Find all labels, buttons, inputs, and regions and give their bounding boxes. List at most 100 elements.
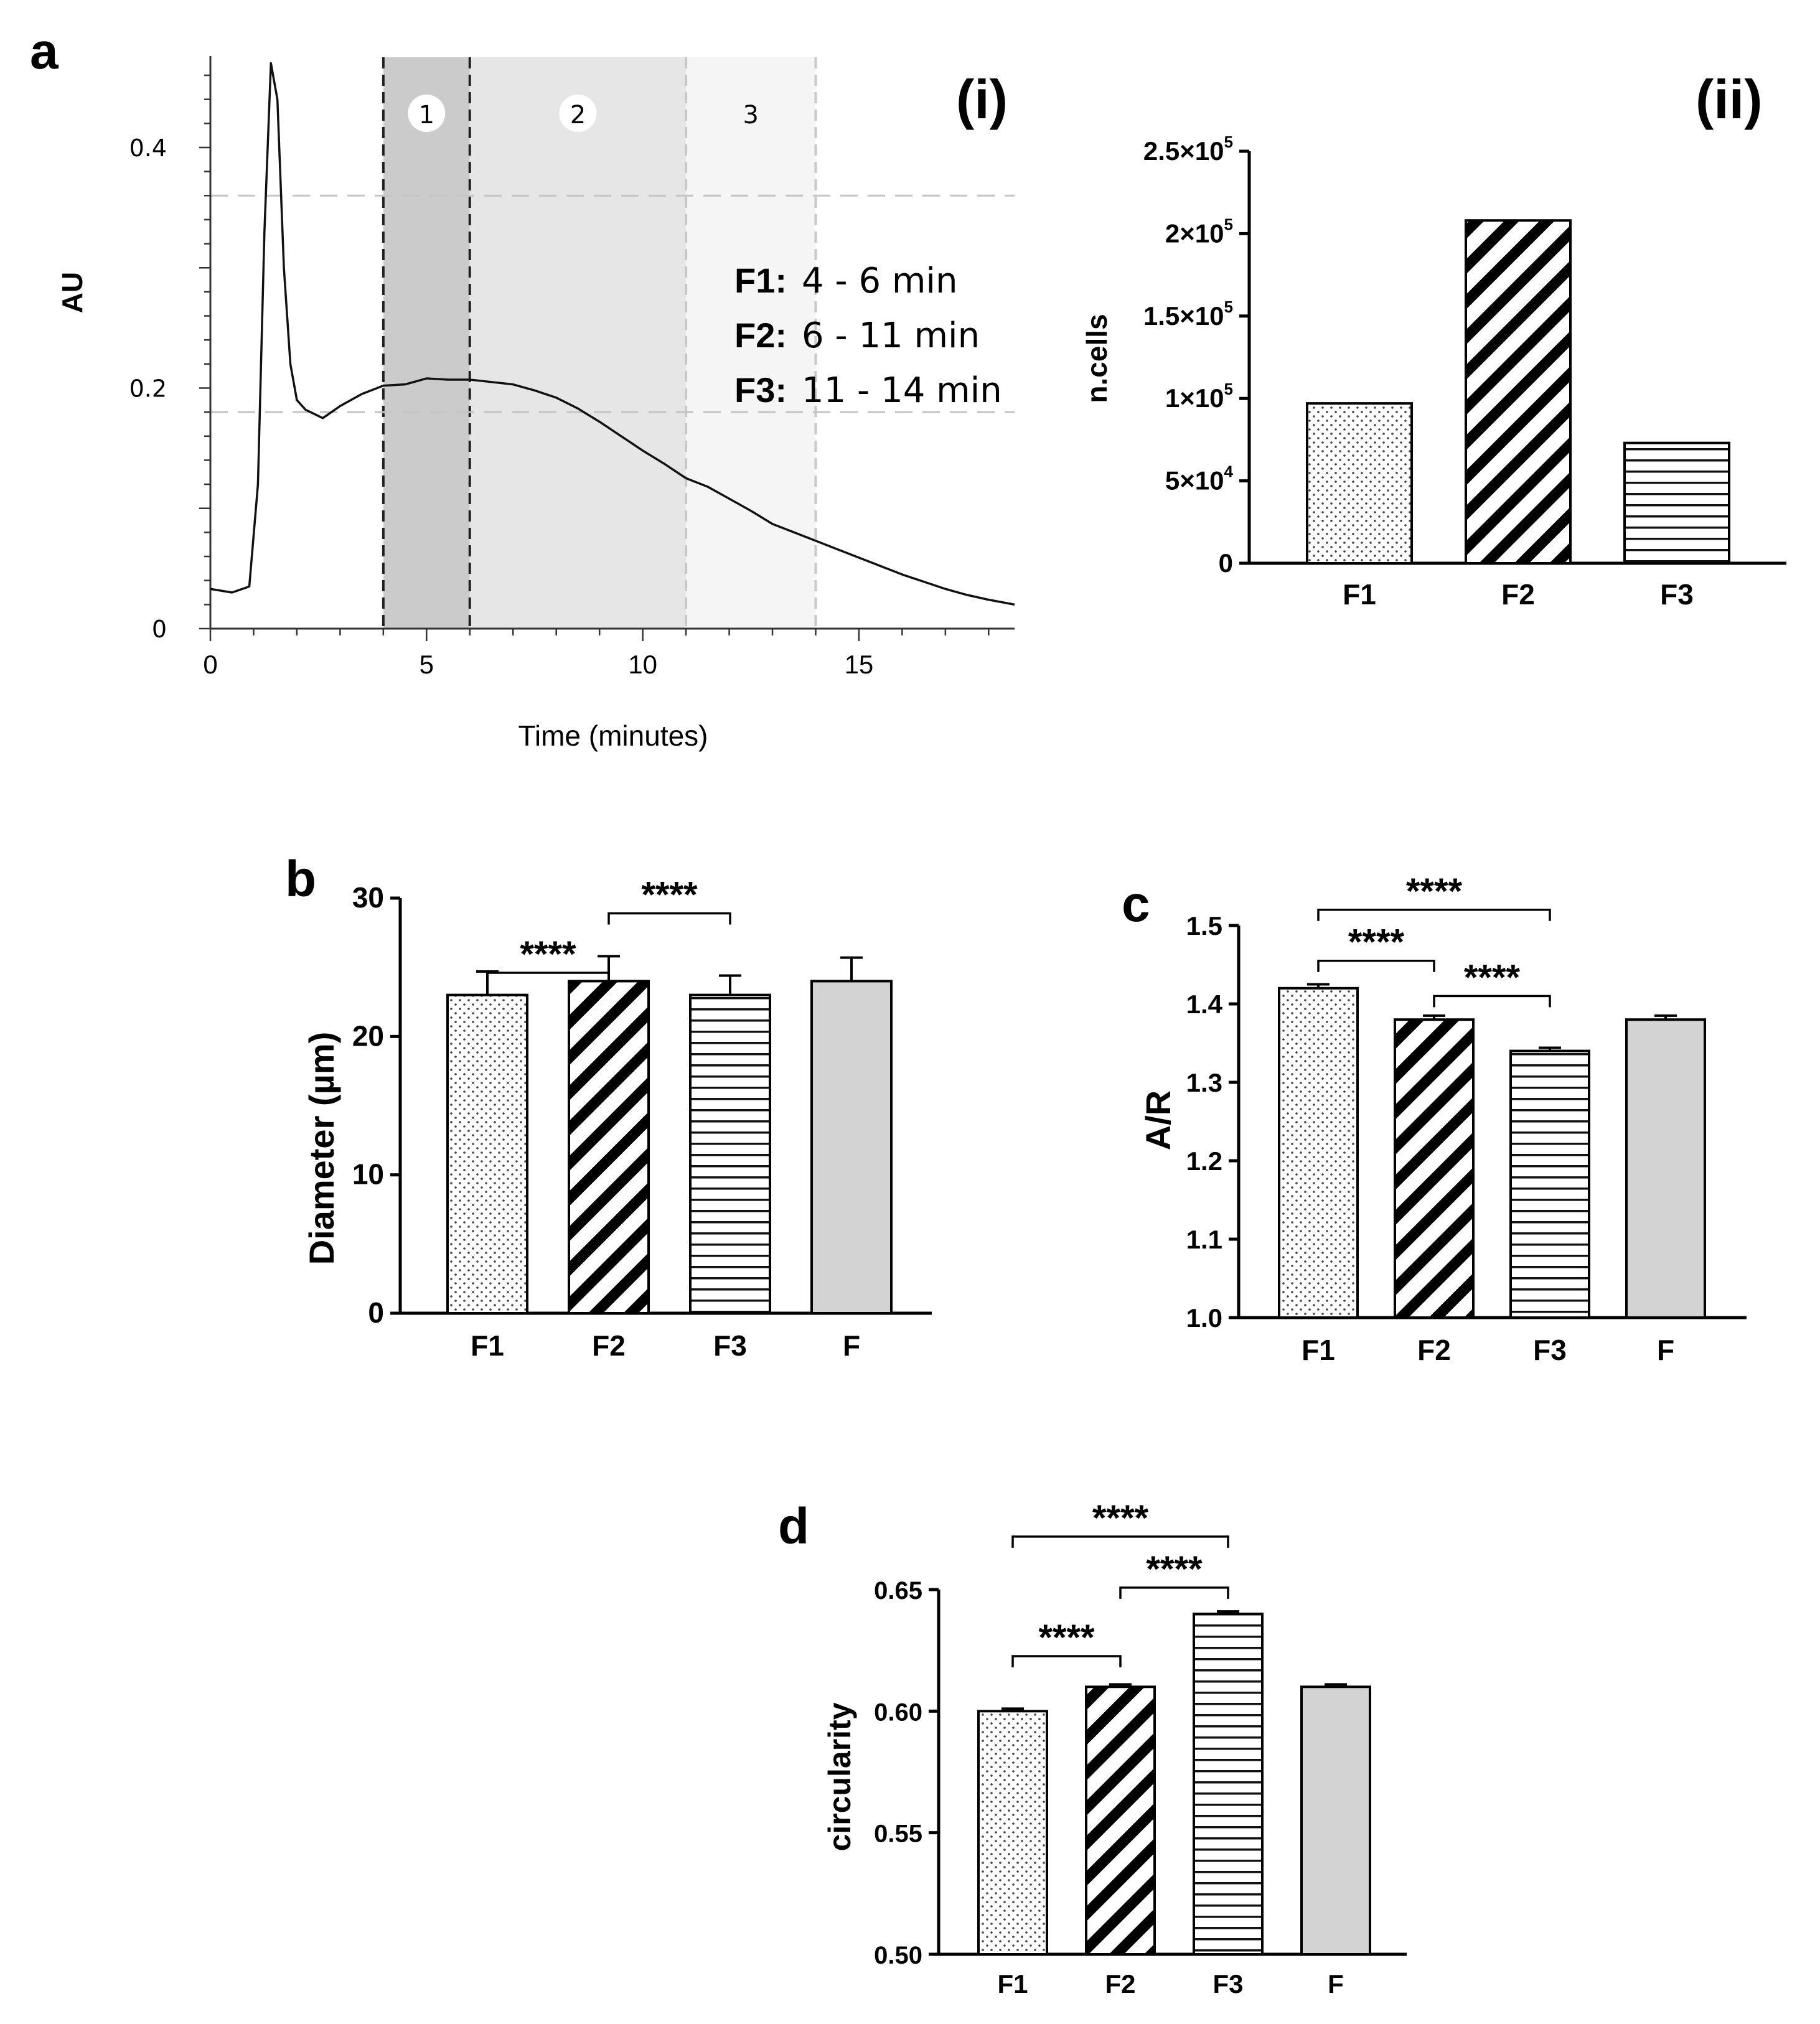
fraction-legend: F1: 4 - 6 min F2: 6 - 11 min F3: 11 - 14 min	[734, 261, 1002, 411]
significance-label: ****	[641, 874, 698, 915]
y-tick-label: 20	[352, 1019, 384, 1052]
y-tick-base: 5×10	[1165, 466, 1224, 495]
y-tick-label: 1.3	[1186, 1068, 1222, 1097]
significance-label: ****	[1092, 1498, 1149, 1539]
legend-key: F1:	[734, 261, 787, 300]
legend-key: F2:	[734, 316, 787, 355]
bar-f2	[568, 980, 650, 1314]
bar-f2	[1085, 1685, 1156, 1956]
absorbance-series	[210, 62, 1015, 606]
x-tick-label: F1	[1343, 578, 1376, 611]
y-tick-base: 0	[1219, 548, 1233, 578]
x-tick-label: F1	[1302, 1334, 1335, 1366]
y-axis-label: A/R	[1138, 1090, 1178, 1150]
panel-label-a-i: (i)	[956, 68, 1008, 130]
x-tick-label: F3	[713, 1329, 747, 1362]
y-tick-label: 2.5×105	[1143, 133, 1233, 166]
x-tick-label: F1	[997, 1969, 1028, 1998]
x-axis-label: Time (minutes)	[518, 719, 708, 752]
bar-f1	[446, 993, 528, 1314]
significance-label: ****	[1038, 1618, 1095, 1658]
aspect-ratio-chart: A/R 1.01.11.21.31.41.5F1 F2 F3 F***********…	[1138, 871, 1747, 1366]
panel-label-b: b	[285, 851, 316, 907]
y-tick-exponent: 4	[1224, 462, 1234, 481]
legend-range: 6 - 11 min	[802, 316, 980, 356]
y-axis-label: AU	[56, 272, 88, 313]
significance-bracket	[1011, 1655, 1122, 1668]
significance-bracket	[607, 912, 731, 925]
y-tick-label: 0	[1219, 548, 1233, 578]
x-tick-label: F2	[1501, 578, 1535, 611]
y-axis-label: n.cells	[1081, 314, 1113, 403]
y-tick-exponent: 5	[1224, 215, 1233, 233]
panel-label-c: c	[1122, 876, 1150, 932]
fraction-region	[469, 57, 687, 629]
x-tick-label: F1	[471, 1329, 504, 1362]
y-tick-label: 1.0	[1186, 1303, 1222, 1333]
x-tick-label: F	[1328, 1969, 1344, 1998]
significance-label: ****	[1146, 1549, 1203, 1590]
y-tick-label: 0	[152, 616, 167, 643]
y-tick-label: 2×105	[1165, 215, 1233, 248]
x-tick-label: 0	[203, 650, 217, 679]
y-axis-label: circularity	[822, 1702, 857, 1851]
y-tick-label: 10	[352, 1158, 384, 1191]
bar-f3	[1193, 1613, 1264, 1956]
y-tick-label: 1.2	[1186, 1146, 1222, 1176]
bar-f	[810, 980, 893, 1314]
x-tick-label: 15	[845, 650, 874, 679]
significance-bracket	[1317, 959, 1435, 972]
significance-bracket	[1317, 909, 1551, 921]
significance-bracket	[1119, 1586, 1229, 1599]
bar-f2	[1394, 1018, 1475, 1319]
y-tick-base: 1×10	[1165, 383, 1224, 413]
x-tick-label: F2	[1417, 1334, 1451, 1366]
significance-label: ****	[520, 934, 576, 975]
y-tick-label: 5×104	[1165, 462, 1234, 495]
significance-label: ****	[1348, 922, 1405, 963]
y-tick-label: 0.2	[129, 375, 167, 402]
y-tick-label: 0	[368, 1296, 384, 1329]
bar-f3	[1509, 1049, 1590, 1319]
y-tick-label: 30	[352, 881, 384, 914]
y-tick-label: 0.50	[874, 1942, 922, 1969]
gridlines	[210, 194, 1015, 413]
significance-bracket	[1011, 1535, 1229, 1548]
x-tick-label: F	[1657, 1334, 1674, 1366]
y-tick-label: 0.55	[874, 1820, 922, 1848]
bar-f1	[1278, 986, 1359, 1319]
significance-bracket	[486, 972, 610, 985]
absorbance-line	[210, 62, 1015, 606]
y-tick-exponent: 5	[1224, 380, 1233, 398]
legend-key: F3:	[734, 370, 787, 410]
y-tick-label: 1.5	[1186, 911, 1222, 940]
x-tick-label: F3	[1213, 1969, 1243, 1998]
x-tick-label: F3	[1533, 1334, 1567, 1366]
x-tick-label: F3	[1660, 578, 1694, 611]
y-tick-label: 1.4	[1186, 990, 1223, 1019]
region-badge	[408, 95, 446, 132]
bar-f2	[1465, 219, 1572, 565]
significance-label: ****	[1464, 957, 1521, 998]
y-tick-base: 2×10	[1165, 218, 1224, 248]
panel-label-d: d	[778, 1498, 809, 1555]
axes: 0 0.2 0.4 0 5 10 15	[129, 56, 1015, 679]
y-tick-base: 1.5×10	[1143, 301, 1224, 330]
bar-f	[1625, 1018, 1706, 1319]
x-tick-label: F2	[592, 1329, 626, 1362]
significance-bracket	[1433, 995, 1551, 1008]
x-tick-label: 5	[420, 650, 434, 679]
bar-f1	[977, 1710, 1048, 1956]
x-tick-label: F	[843, 1329, 860, 1362]
y-tick-label: 0.4	[129, 134, 167, 162]
region-number: 3	[743, 101, 759, 129]
region-badge	[559, 95, 597, 132]
y-tick-base: 2.5×10	[1143, 136, 1224, 166]
bar-f3	[1623, 441, 1730, 565]
region-number: 1	[419, 101, 434, 129]
y-tick-exponent: 5	[1224, 133, 1233, 151]
significance-label: ****	[1406, 871, 1463, 912]
panel-label-a-ii: (ii)	[1696, 68, 1763, 130]
x-tick-label: 10	[628, 650, 657, 679]
bar-f	[1300, 1685, 1371, 1956]
